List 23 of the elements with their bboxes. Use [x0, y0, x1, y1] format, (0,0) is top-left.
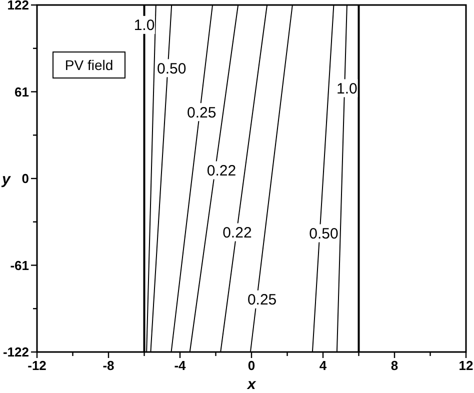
x-tick-label: -8 — [102, 358, 114, 373]
y-tick-label: 61 — [14, 84, 29, 100]
y-tick-label: -61 — [10, 258, 29, 273]
annotation: 1.0 — [336, 80, 358, 98]
annotation: 0.50 — [309, 226, 338, 242]
y-tick-label: -122 — [2, 344, 29, 360]
annotation: 0.22 — [222, 224, 252, 242]
annotation: PV field — [64, 56, 114, 73]
y-axis-title: y — [1, 170, 11, 188]
x-tick-label: -4 — [174, 358, 187, 373]
x-tick-label: 0 — [248, 358, 256, 373]
x-tick-label: 4 — [319, 358, 328, 373]
annotation: 1.0 — [134, 17, 155, 34]
x-tick-label: 8 — [390, 358, 398, 373]
annotation: 0.50 — [156, 60, 186, 78]
x-tick-label: -12 — [28, 358, 46, 373]
annotation: 0.25 — [247, 292, 277, 309]
y-tick-label: 0 — [22, 171, 29, 186]
annotation: 0.25 — [187, 104, 216, 122]
annotation: 0.22 — [206, 162, 236, 180]
y-tick-label: 122 — [7, 0, 29, 13]
x-axis-title: x — [246, 376, 256, 393]
x-tick-label: 12 — [458, 358, 474, 373]
